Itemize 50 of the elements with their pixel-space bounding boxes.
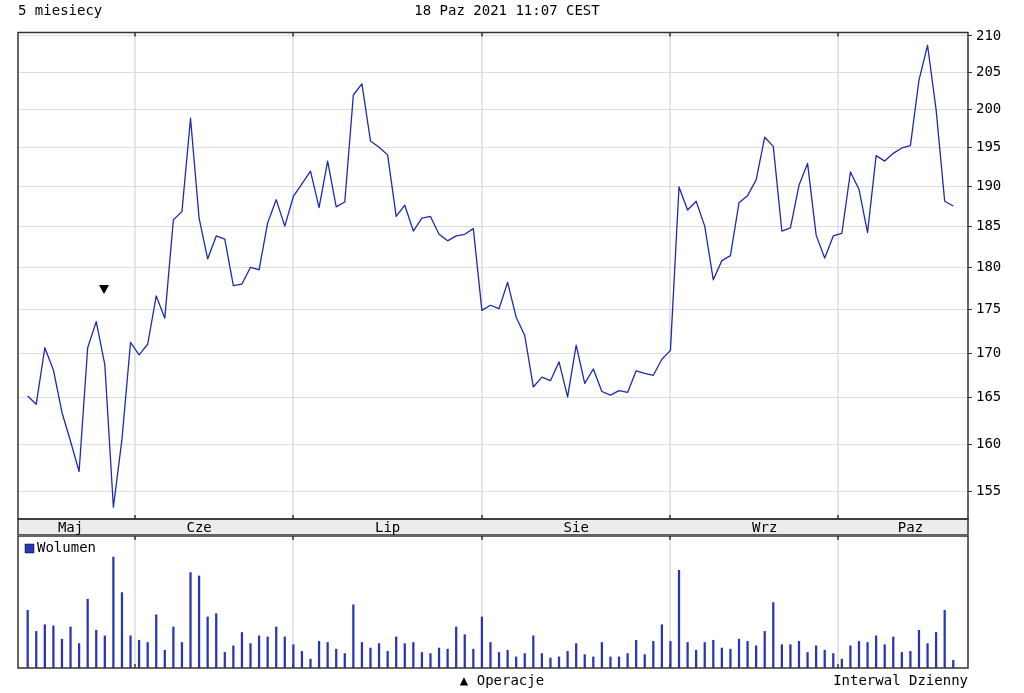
bar — [806, 652, 809, 668]
bar — [309, 658, 312, 668]
bar — [129, 635, 132, 668]
bar — [249, 643, 252, 668]
x-tick-label: Paz — [897, 518, 924, 535]
bar — [446, 648, 449, 668]
bar — [549, 657, 552, 668]
x-tick-label: Maj — [57, 518, 84, 535]
y-tick-label: 200 — [976, 99, 1002, 116]
bar — [686, 642, 689, 668]
bar — [626, 653, 629, 668]
x-tick-label: Lip — [374, 518, 401, 535]
y-tick-label: 210 — [976, 26, 1002, 43]
bar — [926, 643, 929, 668]
bar — [609, 656, 612, 668]
bar — [112, 556, 115, 668]
bar — [52, 625, 55, 668]
chart-title: 5 miesiecy — [18, 1, 103, 19]
bar — [189, 572, 192, 668]
y-tick-label: 185 — [976, 216, 1002, 233]
legend-label: Wolumen — [37, 538, 97, 555]
y-tick-label: 180 — [976, 257, 1002, 274]
bar — [789, 644, 792, 668]
y-tick-label: 165 — [976, 388, 1002, 405]
bar — [429, 653, 432, 668]
chart-subtitle: 18 Paz 2021 11:07 CEST — [414, 1, 600, 19]
y-tick-label: 205 — [976, 62, 1002, 79]
text: ▲ Operacje — [459, 671, 545, 689]
bar — [69, 626, 72, 668]
text: Interwal Dzienny — [833, 671, 968, 689]
bar — [489, 642, 492, 668]
x-tick-label: Wrz — [752, 518, 778, 535]
bar — [172, 626, 175, 668]
bar — [506, 649, 509, 668]
y-tick-label: 175 — [976, 300, 1002, 317]
y-tick-label: 160 — [976, 434, 1002, 451]
x-tick-label: Cze — [186, 518, 212, 535]
y-tick-label: 195 — [976, 137, 1002, 154]
bar — [746, 641, 749, 668]
bar — [849, 645, 852, 668]
bar — [866, 642, 869, 668]
bar — [369, 647, 372, 668]
bar — [909, 651, 912, 668]
y-tick-label: 155 — [976, 482, 1002, 499]
bar — [729, 648, 732, 668]
y-tick-label: 190 — [976, 176, 1002, 193]
bar — [566, 651, 569, 668]
y-tick-label: 170 — [976, 343, 1002, 360]
bar — [669, 641, 672, 668]
x-tick-label: Sie — [563, 518, 589, 535]
